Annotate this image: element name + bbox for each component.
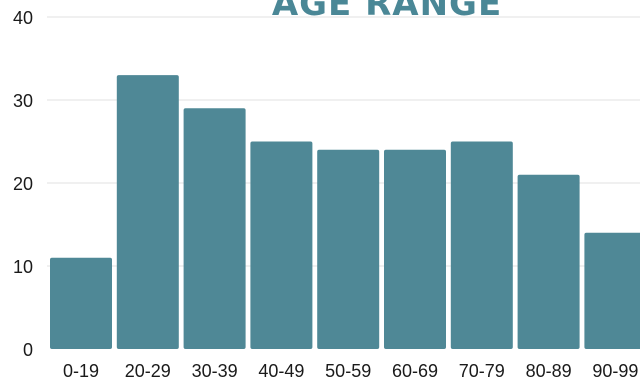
x-tick-label: 60-69 — [392, 361, 438, 381]
bars — [50, 75, 640, 349]
bar-30-39 — [183, 108, 246, 349]
y-tick-label: 40 — [13, 8, 33, 28]
bar-90-99 — [584, 232, 640, 349]
y-tick-label: 30 — [13, 91, 33, 111]
x-tick-label: 0-19 — [63, 361, 99, 381]
x-tick-label: 20-29 — [125, 361, 171, 381]
x-tick-label: 40-49 — [258, 361, 304, 381]
x-tick-label: 90-99 — [592, 361, 638, 381]
bar-60-69 — [384, 149, 446, 349]
bar-50-59 — [317, 149, 380, 349]
x-tick-label: 70-79 — [459, 361, 505, 381]
y-tick-label: 10 — [13, 257, 33, 277]
bar-80-89 — [517, 174, 580, 349]
x-tick-label: 80-89 — [526, 361, 572, 381]
x-axis: 0-19 20-29 30-39 40-49 50-59 60-69 70-79 80-89 9… — [63, 361, 638, 381]
y-axis: 0 10 20 30 40 — [13, 8, 33, 360]
bar-40-49 — [250, 141, 313, 349]
x-tick-label: 30-39 — [192, 361, 238, 381]
bar-20-29 — [116, 75, 179, 349]
bar-70-79 — [450, 141, 513, 349]
chart-title: AGE RANGE — [272, 0, 502, 24]
x-tick-label: 50-59 — [325, 361, 371, 381]
y-tick-label: 0 — [23, 340, 33, 360]
bar-0-19 — [50, 257, 112, 349]
y-tick-label: 20 — [13, 174, 33, 194]
